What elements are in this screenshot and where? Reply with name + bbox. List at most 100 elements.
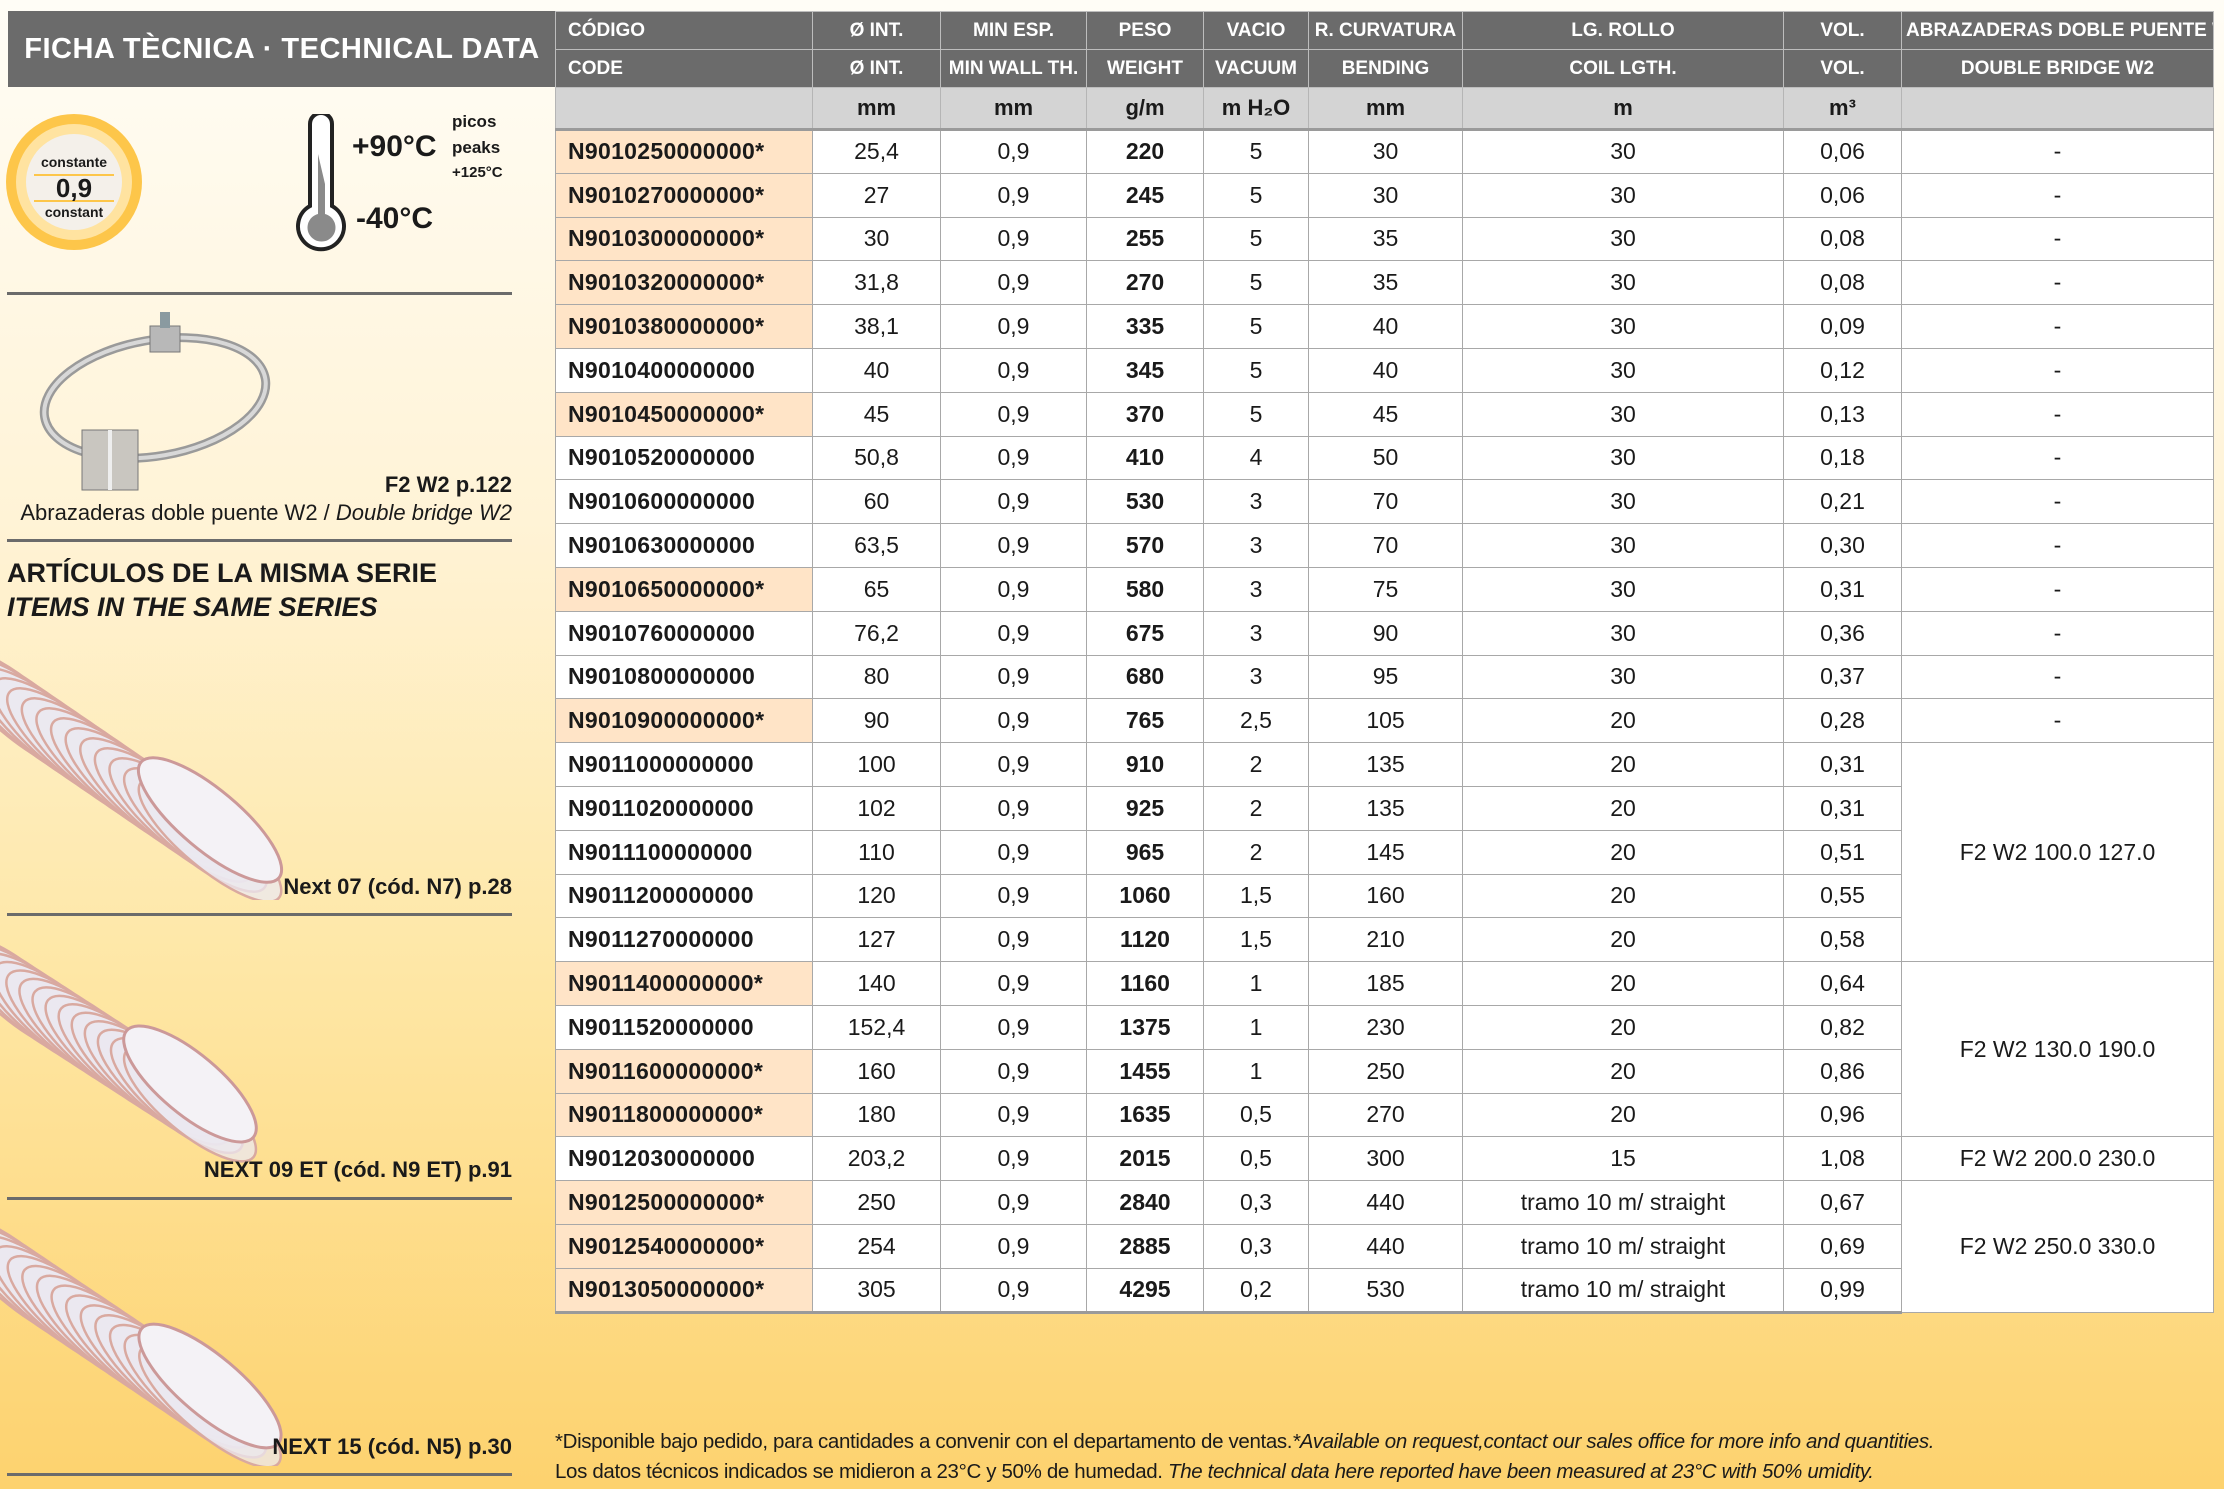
bending-radius-cell: 135 <box>1308 742 1463 787</box>
unit-cell <box>555 87 813 131</box>
vacuum-cell: 0,3 <box>1203 1223 1309 1269</box>
product-code: N9010900000000* <box>555 698 813 744</box>
inner-diameter-cell: 40 <box>812 347 941 393</box>
table-row: N9010300000000* 30 0,9 255 5 35 30 0,08- <box>555 216 2214 262</box>
bending-radius-cell: 90 <box>1308 610 1463 656</box>
volume-cell: 0,13 <box>1783 391 1902 437</box>
clamp-cell: F2 W2 200.0 230.0 <box>1901 1136 2214 1182</box>
vacuum-cell: 3 <box>1203 566 1309 612</box>
coil-length-cell: 30 <box>1462 172 1784 218</box>
footnote-line2-en: The technical data here reported have be… <box>1168 1460 1874 1483</box>
coil-length-cell: 20 <box>1462 961 1784 1006</box>
coil-length-cell: 30 <box>1462 260 1784 306</box>
table-row: N9010800000000 80 0,9 680 3 95 30 0,37- <box>555 654 2214 700</box>
weight-cell: 680 <box>1086 654 1204 700</box>
min-temperature: -40°C <box>356 202 434 235</box>
column-header-es: PESO <box>1086 11 1204 50</box>
bending-radius-cell: 440 <box>1308 1223 1463 1269</box>
vacuum-cell: 5 <box>1203 260 1309 306</box>
header-row-es: CÓDIGO Ø INT. MIN ESP. PESO VACIO R. CURVATUR… <box>555 11 2214 50</box>
weight-cell: 270 <box>1086 260 1204 306</box>
weight-cell: 2840 <box>1086 1180 1204 1225</box>
accessory-description: Abrazaderas doble puente W2 / Double bri… <box>20 500 512 526</box>
divider <box>7 292 512 295</box>
series-item-next09et[interactable]: NEXT 09 ET (cód. N9 ET) p.91 <box>203 1157 512 1182</box>
clamp-cell: F2 W2 100.0 127.0 <box>1901 742 2214 963</box>
vacuum-cell: 1,5 <box>1203 917 1309 963</box>
weight-cell: 410 <box>1086 435 1204 481</box>
wall-thickness-cell: 0,9 <box>940 1267 1087 1314</box>
volume-cell: 0,12 <box>1783 347 1902 393</box>
divider <box>7 1473 512 1476</box>
vacuum-cell: 2 <box>1203 785 1309 831</box>
table-row: N9010900000000* 90 0,9 765 2,5 105 20 0,28- <box>555 698 2214 744</box>
table-row: N9010250000000* 25,4 0,9 220 5 30 30 0,06- <box>555 129 2214 174</box>
product-code: N9010630000000 <box>555 523 813 568</box>
table-row: N9010400000000 40 0,9 345 5 40 30 0,12- <box>555 347 2214 393</box>
column-header-en: BENDING <box>1308 49 1463 88</box>
clamp-cell: - <box>1901 435 2214 481</box>
inner-diameter-cell: 152,4 <box>812 1004 941 1050</box>
column-header-en: VACUUM <box>1203 49 1309 88</box>
volume-cell: 0,31 <box>1783 785 1902 831</box>
product-code: N9011520000000 <box>555 1004 813 1050</box>
vacuum-cell: 3 <box>1203 654 1309 700</box>
volume-cell: 0,82 <box>1783 1004 1902 1050</box>
double-bridge-clamp-image <box>39 312 271 491</box>
weight-cell: 255 <box>1086 216 1204 262</box>
accessory-desc-es: Abrazaderas doble puente W2 / <box>20 500 336 525</box>
coil-length-cell: 30 <box>1462 479 1784 525</box>
hose-image-next07 <box>0 650 284 900</box>
wall-thickness-cell: 0,9 <box>940 435 1087 481</box>
volume-cell: 0,31 <box>1783 742 1902 787</box>
series-item-next07[interactable]: Next 07 (cód. N7) p.28 <box>283 874 512 899</box>
clamp-cell: - <box>1901 698 2214 744</box>
volume-cell: 0,67 <box>1783 1180 1902 1225</box>
column-header-en: CODE <box>555 49 813 88</box>
accessory-ref[interactable]: F2 W2 p.122 <box>384 472 512 497</box>
wall-thickness-cell: 0,9 <box>940 304 1087 349</box>
product-code: N9010650000000* <box>555 566 813 612</box>
volume-cell: 0,09 <box>1783 304 1902 349</box>
wall-thickness-badge: constante 0,9 constant <box>6 114 142 250</box>
coil-length-cell: tramo 10 m/ straight <box>1462 1223 1784 1269</box>
product-code: N9010380000000* <box>555 304 813 349</box>
weight-cell: 1375 <box>1086 1004 1204 1050</box>
column-header-en: MIN WALL TH. <box>940 49 1087 88</box>
wall-thickness-cell: 0,9 <box>940 1180 1087 1225</box>
clamp-cell: - <box>1901 654 2214 700</box>
bending-radius-cell: 440 <box>1308 1180 1463 1225</box>
weight-cell: 245 <box>1086 172 1204 218</box>
coil-length-cell: 30 <box>1462 347 1784 393</box>
volume-cell: 0,69 <box>1783 1223 1902 1269</box>
divider <box>7 1197 512 1200</box>
clamp-cell: - <box>1901 566 2214 612</box>
series-item-next15[interactable]: NEXT 15 (cód. N5) p.30 <box>272 1434 512 1459</box>
footnote-line1-es: *Disponible bajo pedido, para cantidades… <box>555 1430 1293 1453</box>
product-code: N9011200000000 <box>555 873 813 919</box>
table-row: N9010630000000 63,5 0,9 570 3 70 30 0,30- <box>555 523 2214 568</box>
vacuum-cell: 2 <box>1203 829 1309 875</box>
inner-diameter-cell: 27 <box>812 172 941 218</box>
weight-cell: 2015 <box>1086 1136 1204 1182</box>
volume-cell: 0,96 <box>1783 1092 1902 1138</box>
coil-length-cell: 20 <box>1462 698 1784 744</box>
bending-radius-cell: 35 <box>1308 260 1463 306</box>
series-heading-es: ARTÍCULOS DE LA MISMA SERIE <box>7 558 438 588</box>
coil-length-cell: 20 <box>1462 742 1784 787</box>
vacuum-cell: 3 <box>1203 479 1309 525</box>
vacuum-cell: 0,2 <box>1203 1267 1309 1314</box>
coil-length-cell: 30 <box>1462 216 1784 262</box>
wall-thickness-cell: 0,9 <box>940 961 1087 1006</box>
coil-length-cell: 20 <box>1462 829 1784 875</box>
table-row: N9010450000000* 45 0,9 370 5 45 30 0,13- <box>555 391 2214 437</box>
coil-length-cell: tramo 10 m/ straight <box>1462 1267 1784 1314</box>
product-code: N9012540000000* <box>555 1223 813 1269</box>
inner-diameter-cell: 102 <box>812 785 941 831</box>
weight-cell: 1455 <box>1086 1048 1204 1094</box>
coil-length-cell: 30 <box>1462 654 1784 700</box>
bending-radius-cell: 300 <box>1308 1136 1463 1182</box>
weight-cell: 910 <box>1086 742 1204 787</box>
weight-cell: 2885 <box>1086 1223 1204 1269</box>
bending-radius-cell: 40 <box>1308 304 1463 349</box>
